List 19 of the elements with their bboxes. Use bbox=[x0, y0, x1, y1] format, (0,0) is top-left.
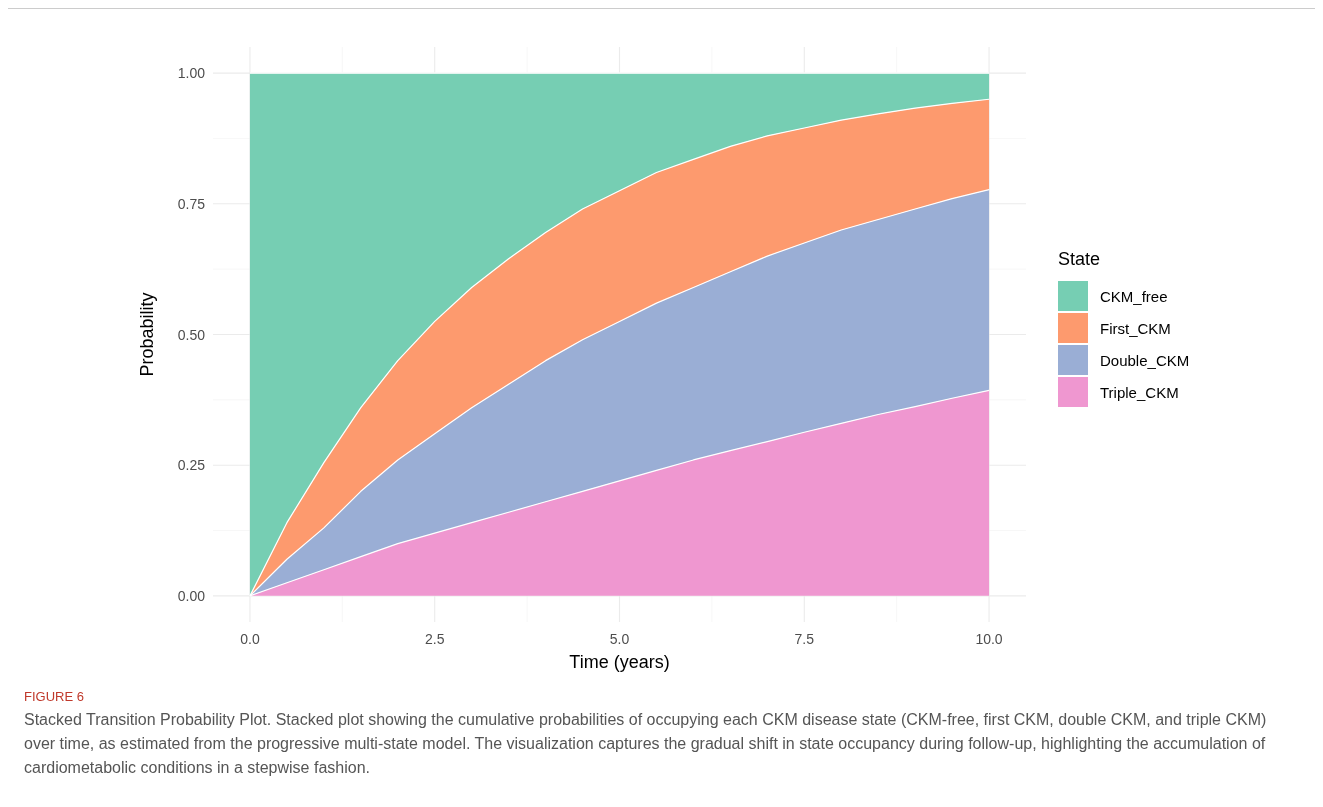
y-tick-label: 1.00 bbox=[177, 65, 206, 82]
y-tick-label: 0.25 bbox=[177, 457, 206, 474]
x-tick-label: 0.0 bbox=[240, 631, 260, 647]
legend-title: State bbox=[1058, 249, 1101, 269]
legend-label: Double_CKM bbox=[1100, 352, 1190, 369]
x-tick-label: 2.5 bbox=[424, 631, 445, 647]
caption: FIGURE 6 bbox=[24, 689, 85, 704]
legend-label: First_CKM bbox=[1100, 320, 1171, 337]
legend-label: Triple_CKM bbox=[1100, 384, 1179, 401]
y-tick-label: 0.00 bbox=[177, 587, 206, 604]
x-tick-label: 7.5 bbox=[794, 631, 815, 647]
y-axis-title: Probability bbox=[137, 292, 157, 377]
x-tick-label: 5.0 bbox=[609, 631, 630, 647]
x-axis-title: Time (years) bbox=[569, 652, 670, 672]
x-tick-label: 10.0 bbox=[975, 631, 1003, 647]
text: Stacked Transition Probability Plot. Stacked plot showing the cumulative probabilities of occupying each CKM disease state (CKM-free, first CKM, double CKM, and triple CKM) over time, as estimated from the progressive multi-state model. The visualization captures the gradual shift in state occupancy during follow-up, highlighting the accumulation of cardiometabolic conditions in a stepwise fashion. bbox=[24, 710, 1268, 778]
legend-label: CKM_free bbox=[1100, 288, 1168, 305]
y-tick-label: 0.50 bbox=[177, 326, 206, 343]
y-tick-label: 0.75 bbox=[177, 195, 206, 212]
